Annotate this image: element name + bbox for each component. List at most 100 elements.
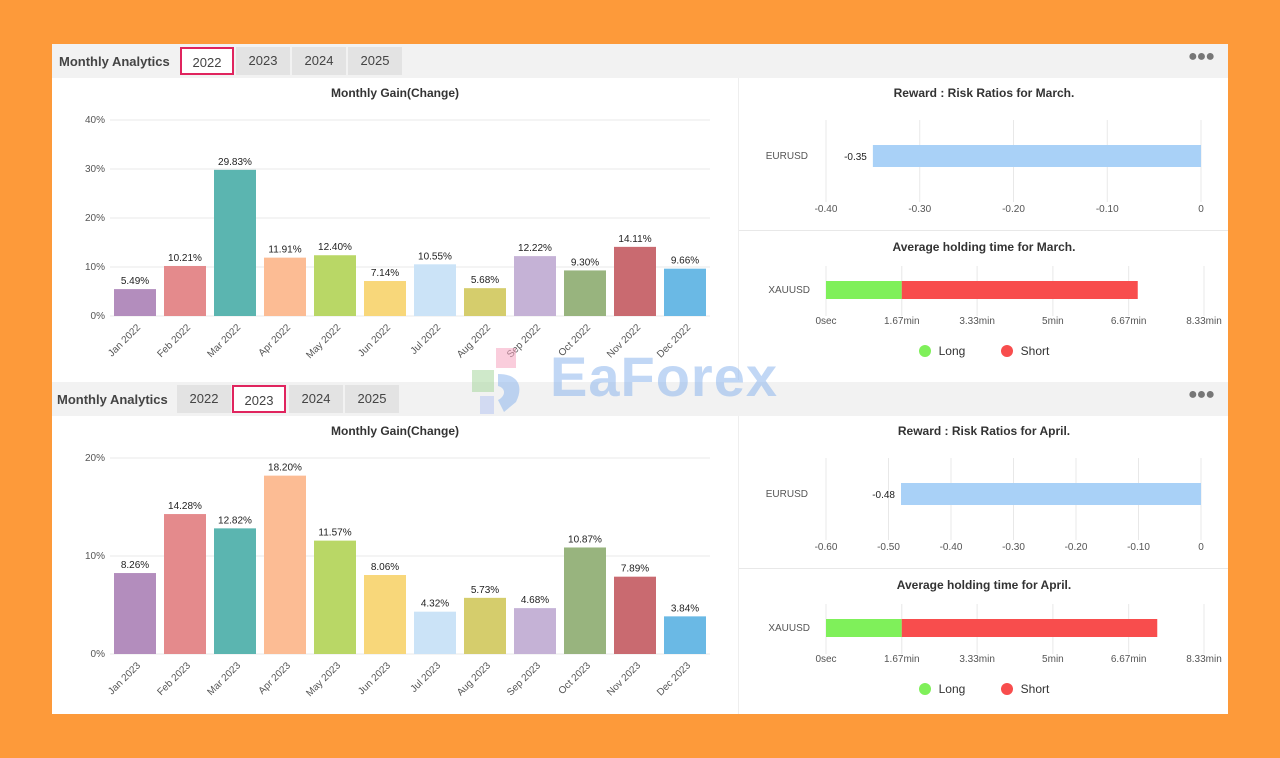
x-tick-label: Aug 2023: [455, 660, 493, 698]
short-dot-icon: [1000, 345, 1013, 357]
tab-2023[interactable]: 2023: [232, 385, 286, 413]
tab-2023[interactable]: 2023: [236, 47, 290, 75]
y-category-label: XAUUSD: [768, 623, 810, 634]
bar: [264, 257, 306, 316]
y-tick-label: 10%: [85, 551, 105, 562]
x-tick-label: Jul 2023: [409, 660, 444, 695]
bar: [464, 288, 506, 316]
x-tick-label: Mar 2023: [205, 660, 243, 698]
legend-label: Short: [1020, 344, 1050, 358]
tab-2024[interactable]: 2024: [289, 385, 343, 413]
chart-title: Reward : Risk Ratios for April.: [897, 424, 1071, 438]
bar: [264, 475, 306, 654]
tab-2024[interactable]: 2024: [292, 47, 346, 75]
legend-label: Short: [1020, 682, 1050, 696]
legend-label: Long: [938, 344, 966, 358]
data-label: -0.35: [844, 152, 867, 163]
reward-risk-chart: Reward : Risk Ratios for March. -0.40 -0.…: [739, 78, 1228, 231]
bar: [214, 169, 256, 316]
x-tick-label: 8.33min: [1186, 316, 1222, 327]
data-label: 29.83%: [218, 157, 252, 168]
x-tick-label: Nov 2023: [605, 660, 643, 698]
legend-long[interactable]: Long: [918, 344, 966, 358]
data-label: 10.21%: [168, 253, 202, 264]
chart-title: Monthly Gain(Change): [331, 424, 459, 438]
x-tick-label: -0.20: [1002, 204, 1025, 215]
holding-time-chart: Average holding time for April. 0sec 1.67…: [739, 570, 1228, 714]
data-label: 5.73%: [471, 585, 499, 596]
legend-long[interactable]: Long: [918, 682, 966, 696]
reward-risk-chart: Reward : Risk Ratios for April. -0.60 -0.…: [739, 416, 1228, 569]
rr-chart-svg: -0.40 -0.30 -0.20 -0.10 0 -0.35 EURUSD: [766, 120, 1204, 215]
data-label: 4.32%: [421, 599, 449, 610]
monthly-gain-chart: Monthly Gain(Change) 0% 10% 20% 8.26% Jan 20…: [52, 416, 738, 714]
dashboard-frame: Monthly Analytics 2022 2023 2024 2025 ●●…: [52, 44, 1228, 714]
bar: [564, 270, 606, 316]
x-tick-label: 0sec: [815, 316, 836, 327]
data-label: 11.91%: [268, 245, 301, 256]
x-tick-label: Sep 2023: [505, 660, 543, 698]
more-dots-icon[interactable]: ●●●: [1188, 386, 1215, 403]
monthly-analytics-panel-2023: Monthly Analytics 2022 2023 2024 2025 ●●…: [52, 382, 1228, 714]
x-tick-label: Apr 2022: [257, 322, 294, 359]
legend-short[interactable]: Short: [1000, 682, 1050, 696]
tab-2022[interactable]: 2022: [180, 47, 234, 75]
bar: [114, 289, 156, 316]
x-tick-label: -0.60: [815, 542, 838, 553]
bar: [564, 547, 606, 654]
right-charts: Reward : Risk Ratios for March. -0.40 -0.…: [738, 78, 1228, 380]
holding-chart-svg: 0sec 1.67min 3.33min 5min 6.67min 8.33min XAUU…: [768, 604, 1222, 665]
x-tick-label: Jan 2022: [106, 322, 143, 359]
right-charts: Reward : Risk Ratios for April. -0.60 -0.…: [738, 416, 1228, 714]
panel-header: Monthly Analytics 2022 2023 2024 2025 ●●…: [52, 44, 1228, 78]
chart-title: Average holding time for April.: [896, 578, 1072, 592]
monthly-gain-chart: Monthly Gain(Change) 0% 10% 20% 30% 40% 5.49%…: [52, 78, 738, 380]
x-tick-label: 0: [1198, 204, 1204, 215]
x-tick-label: Mar 2022: [205, 322, 243, 360]
data-label: 18.20%: [268, 463, 302, 474]
long-dot-icon: [918, 683, 931, 695]
bar-segment: [826, 281, 902, 299]
holding-chart-svg: 0sec 1.67min 3.33min 5min 6.67min 8.33min XAUU…: [768, 266, 1222, 327]
tab-2022[interactable]: 2022: [177, 385, 231, 413]
y-category-label: XAUUSD: [768, 285, 810, 296]
data-label: 8.26%: [121, 560, 149, 571]
chart-title: Monthly Gain(Change): [331, 86, 459, 100]
x-tick-label: Sep 2022: [505, 322, 543, 360]
gain-chart-svg: 0% 10% 20% 8.26% Jan 2023 14.28% Feb 2023 12.82…: [85, 453, 710, 699]
x-tick-label: May 2023: [304, 660, 343, 699]
x-tick-label: Dec 2022: [655, 322, 693, 360]
x-tick-label: May 2022: [304, 322, 343, 361]
long-dot-icon: [918, 345, 931, 357]
data-label: 7.14%: [371, 268, 399, 279]
x-tick-label: -0.10: [1096, 204, 1119, 215]
y-tick-label: 30%: [85, 164, 105, 175]
bar: [164, 265, 206, 316]
x-tick-label: Oct 2023: [557, 660, 594, 697]
data-label: 5.68%: [471, 275, 499, 286]
y-tick-label: 20%: [85, 453, 105, 464]
monthly-analytics-panel-2022: Monthly Analytics 2022 2023 2024 2025 ●●…: [52, 44, 1228, 380]
bar: [614, 576, 656, 654]
bar: [514, 256, 556, 316]
data-label: 12.82%: [218, 515, 252, 526]
data-label: 11.57%: [318, 528, 351, 539]
data-label: 4.68%: [521, 595, 549, 606]
bar: [614, 246, 656, 316]
x-tick-label: -0.30: [908, 204, 931, 215]
legend-label: Long: [938, 682, 966, 696]
bar: [214, 528, 256, 654]
x-tick-label: Feb 2022: [155, 322, 193, 360]
data-label: 12.22%: [518, 243, 552, 254]
bar: [164, 514, 206, 654]
bar: [314, 540, 356, 654]
bar-segment: [901, 281, 1138, 299]
x-tick-label: Jun 2022: [356, 322, 393, 359]
tab-2025[interactable]: 2025: [345, 385, 399, 413]
legend-short[interactable]: Short: [1000, 344, 1050, 358]
y-tick-label: 0%: [91, 649, 106, 660]
tab-2025[interactable]: 2025: [348, 47, 402, 75]
more-dots-icon[interactable]: ●●●: [1188, 48, 1215, 65]
data-label: 14.28%: [168, 501, 202, 512]
bar: [464, 597, 506, 654]
